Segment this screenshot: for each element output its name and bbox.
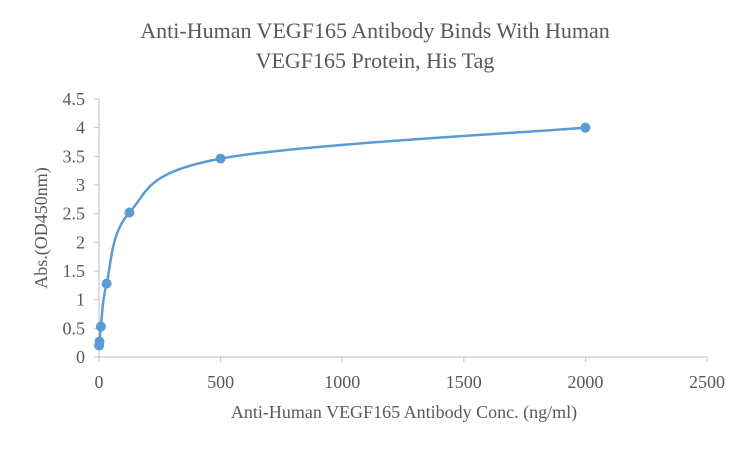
chart-title-line-2: VEGF165 Protein, His Tag bbox=[256, 48, 495, 73]
series-line bbox=[97, 126, 586, 346]
data-point bbox=[101, 278, 112, 289]
y-tick-label: 2.5 bbox=[63, 204, 86, 224]
data-point bbox=[215, 153, 226, 164]
x-tick-label: 500 bbox=[207, 372, 234, 392]
data-point bbox=[124, 207, 135, 218]
x-axis-title: Anti-Human VEGF165 Antibody Conc. (ng/ml… bbox=[231, 402, 577, 423]
y-tick-label: 0 bbox=[76, 347, 85, 367]
data-point bbox=[95, 321, 106, 332]
chart-title: Anti-Human VEGF165 Antibody Binds With H… bbox=[140, 18, 609, 73]
y-axis-ticks: 0 0.5 1 1.5 2 2.5 3 3.5 4 4.5 bbox=[63, 89, 99, 367]
y-tick-label: 1 bbox=[76, 290, 85, 310]
x-tick-label: 1500 bbox=[446, 372, 482, 392]
y-tick-label: 1.5 bbox=[63, 261, 86, 281]
x-axis-ticks: 0 500 1000 1500 2000 2500 bbox=[95, 357, 725, 392]
y-tick-label: 0.5 bbox=[63, 318, 86, 338]
chart-title-line-1: Anti-Human VEGF165 Antibody Binds With H… bbox=[140, 18, 609, 43]
x-tick-label: 2500 bbox=[689, 372, 725, 392]
x-tick-label: 0 bbox=[95, 372, 104, 392]
x-tick-label: 1000 bbox=[324, 372, 360, 392]
y-tick-label: 3.5 bbox=[63, 146, 86, 166]
axes bbox=[98, 99, 707, 358]
data-point bbox=[94, 336, 105, 347]
x-tick-label: 2000 bbox=[567, 372, 603, 392]
data-points bbox=[94, 122, 591, 351]
y-tick-label: 2 bbox=[76, 232, 85, 252]
y-tick-label: 4 bbox=[76, 118, 85, 138]
y-tick-label: 4.5 bbox=[63, 89, 86, 109]
y-tick-label: 3 bbox=[76, 175, 85, 195]
data-point bbox=[580, 122, 591, 133]
y-axis-title: Abs.(OD450nm) bbox=[31, 167, 52, 289]
